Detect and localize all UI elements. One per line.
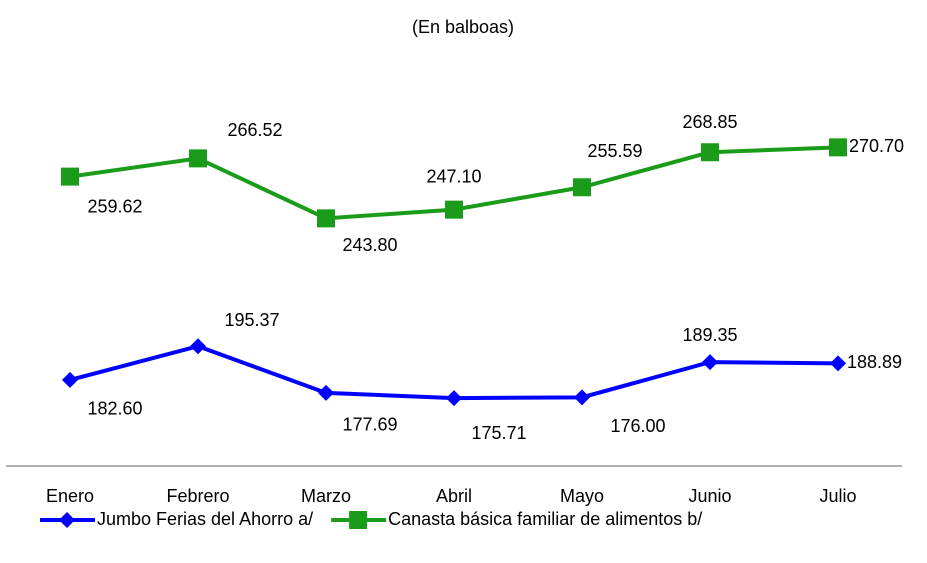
data-label: 259.62 <box>87 196 142 216</box>
x-tick-label: Enero <box>46 486 94 506</box>
chart-title: (En balboas) <box>412 17 514 37</box>
marker <box>59 512 75 528</box>
marker <box>190 338 206 355</box>
x-tick-label: Marzo <box>301 486 351 506</box>
marker <box>830 355 846 372</box>
x-tick-label: Abril <box>436 486 472 506</box>
x-tick-label: Febrero <box>166 486 229 506</box>
data-label: 176.00 <box>610 416 665 436</box>
marker <box>574 389 590 406</box>
data-label: 177.69 <box>342 415 397 435</box>
marker <box>829 138 847 157</box>
x-tick-label: Julio <box>819 486 856 506</box>
marker <box>189 149 207 168</box>
marker <box>446 390 462 407</box>
marker <box>317 209 335 228</box>
legend-label: Jumbo Ferias del Ahorro a/ <box>97 509 313 529</box>
data-label: 243.80 <box>342 235 397 255</box>
marker <box>573 178 591 197</box>
marker <box>702 354 718 371</box>
data-label: 270.70 <box>849 136 904 156</box>
data-label: 182.60 <box>87 399 142 419</box>
legend-label: Canasta básica familiar de alimentos b/ <box>388 509 702 529</box>
data-label: 175.71 <box>471 423 526 443</box>
marker <box>445 200 463 219</box>
data-label: 189.35 <box>682 325 737 345</box>
marker <box>701 143 719 162</box>
marker <box>62 371 78 388</box>
data-label: 266.52 <box>227 120 282 140</box>
data-label: 247.10 <box>426 166 481 186</box>
data-label: 195.37 <box>224 310 279 330</box>
marker <box>61 167 79 186</box>
x-tick-label: Junio <box>688 486 731 506</box>
data-label: 188.89 <box>847 352 902 372</box>
x-tick-label: Mayo <box>560 486 604 506</box>
marker <box>349 511 368 529</box>
marker <box>318 384 334 401</box>
data-label: 255.59 <box>587 141 642 161</box>
data-label: 268.85 <box>682 112 737 132</box>
